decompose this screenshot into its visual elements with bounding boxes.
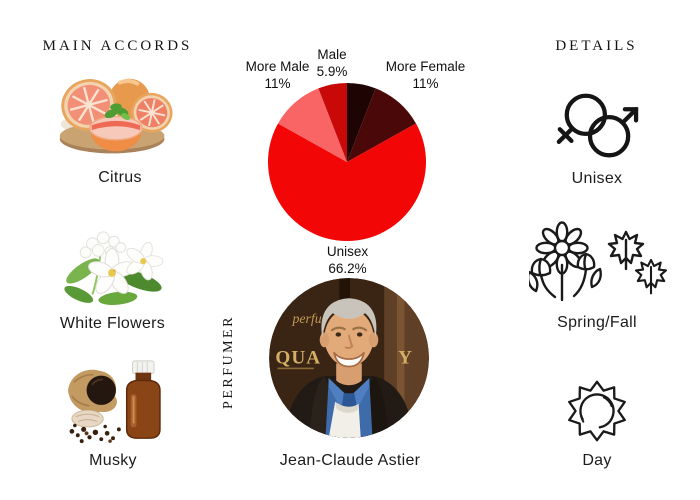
accord-label-white-flowers: White Flowers [59, 315, 166, 332]
pie-slice-more-female [347, 88, 416, 162]
tulip-right [572, 252, 602, 298]
maple-leaf [607, 230, 645, 271]
pie-callout-name: Unisex [326, 244, 369, 259]
spring-fall-flowers-leaves-icon [529, 221, 667, 302]
sun-flower [535, 221, 589, 302]
tulip-left [529, 257, 557, 299]
pie-callout-pct: 11% [264, 76, 291, 92]
pie-slice-more-male [278, 88, 347, 162]
amber-bottle [125, 360, 161, 439]
accord-label-musky: Musky [89, 452, 137, 469]
pie-slice-female [347, 83, 376, 162]
details-title: DETAILS [555, 38, 638, 54]
detail-label-spring-fall: Spring/Fall [557, 314, 637, 331]
perfumer-name: Jean-Claude Astier [279, 452, 421, 469]
pie-callout-name: Male [317, 47, 347, 62]
musk-grains [69, 423, 121, 444]
grapefruit-half-right [131, 92, 173, 133]
perfumer-portrait-photo: perfu QUA Y [269, 278, 429, 438]
photo-backdrop-text: Y [398, 347, 412, 368]
accord-label-citrus: Citrus [98, 169, 142, 186]
perfumer-section-label: PERFUMER [221, 315, 236, 409]
grapefruit-citrus-photo [59, 78, 173, 154]
day-sun-icon [568, 380, 626, 442]
photo-backdrop-text: QUA [275, 347, 321, 368]
pie-slice-male [318, 83, 347, 162]
pie-callout-unisex: Unisex 66.2% [305, 243, 390, 278]
unisex-gender-icon [556, 93, 639, 158]
pie-callout-more-male: More Male 11% [235, 58, 320, 93]
pie-callout-more-female: More Female 11% [383, 58, 468, 93]
pie-callout-name: More Male [245, 59, 310, 74]
musk-amber-bottle-photo [68, 360, 161, 444]
pie-callout-pct: 5.9% [316, 64, 348, 80]
photo-backdrop-text: perfu [291, 311, 321, 326]
grapefruit-half-left [61, 79, 117, 131]
detail-label-day: Day [582, 452, 612, 469]
pie-callout-name: More Female [385, 59, 466, 74]
shell [71, 409, 104, 428]
mint-leaves [104, 103, 131, 121]
perfumer-photo-frame: perfu QUA Y [269, 278, 429, 438]
detail-label-unisex: Unisex [571, 170, 623, 187]
flower-buds [79, 231, 127, 259]
gender-pie-chart [268, 83, 426, 241]
musk-pod [68, 369, 117, 413]
pie-callout-pct: 66.2% [328, 261, 367, 277]
white-jasmine-flowers-photo [64, 231, 164, 305]
main-accords-title: MAIN ACCORDS [42, 38, 193, 54]
pie-callout-pct: 11% [412, 76, 439, 92]
pie-callout-male: Male 5.9% [302, 46, 362, 81]
grapefruit-front-half [89, 115, 143, 152]
jasmine-flower [126, 242, 164, 281]
maple-leaf [634, 258, 667, 295]
pie-slice-unisex [268, 123, 426, 241]
